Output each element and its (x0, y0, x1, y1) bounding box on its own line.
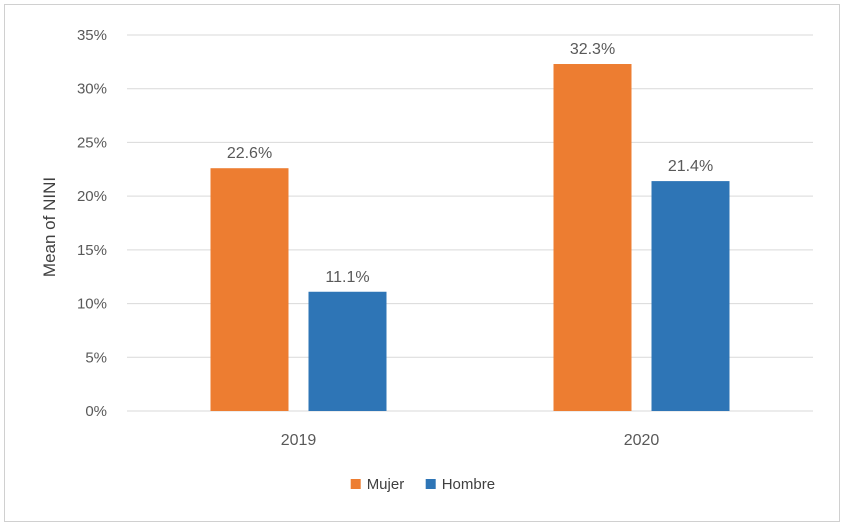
bar-chart: 0% 5% 10% 15% 20% 25% 30% 35% 22.6% 11.1% 32.3% 21… (40, 27, 813, 493)
y-tick-label: 25% (77, 134, 107, 151)
data-label: 22.6% (227, 145, 272, 162)
y-axis-title: Mean of NINI (40, 177, 59, 277)
y-tick-label: 10% (77, 296, 107, 313)
y-tick-label: 30% (77, 81, 107, 98)
y-tick-label: 20% (77, 188, 107, 205)
y-axis-ticks: 0% 5% 10% 15% 20% 25% 30% 35% (77, 27, 107, 420)
x-category-label: 2019 (281, 432, 317, 449)
legend: Mujer Hombre (350, 476, 495, 493)
legend-swatch-mujer (350, 479, 361, 489)
legend-swatch-hombre (425, 479, 436, 489)
bar-hombre-2020 (651, 181, 730, 411)
bar-mujer-2020 (553, 64, 632, 412)
bars (210, 64, 730, 412)
y-tick-label: 35% (77, 27, 107, 44)
chart-frame: 0% 5% 10% 15% 20% 25% 30% 35% 22.6% 11.1% 32.3% 21… (4, 4, 840, 522)
y-tick-label: 5% (85, 349, 107, 366)
data-label: 11.1% (325, 269, 369, 286)
x-category-label: 2020 (624, 432, 660, 449)
y-tick-label: 15% (77, 242, 107, 259)
x-axis-categories: 2019 2020 (281, 432, 660, 449)
y-tick-label: 0% (85, 403, 107, 420)
bar-mujer-2019 (210, 168, 289, 411)
data-label: 21.4% (668, 158, 713, 175)
bar-hombre-2019 (308, 291, 387, 411)
data-label: 32.3% (570, 41, 615, 58)
data-labels: 22.6% 11.1% 32.3% 21.4% (227, 41, 713, 286)
legend-label-mujer: Mujer (367, 476, 405, 493)
legend-label-hombre: Hombre (442, 476, 495, 493)
